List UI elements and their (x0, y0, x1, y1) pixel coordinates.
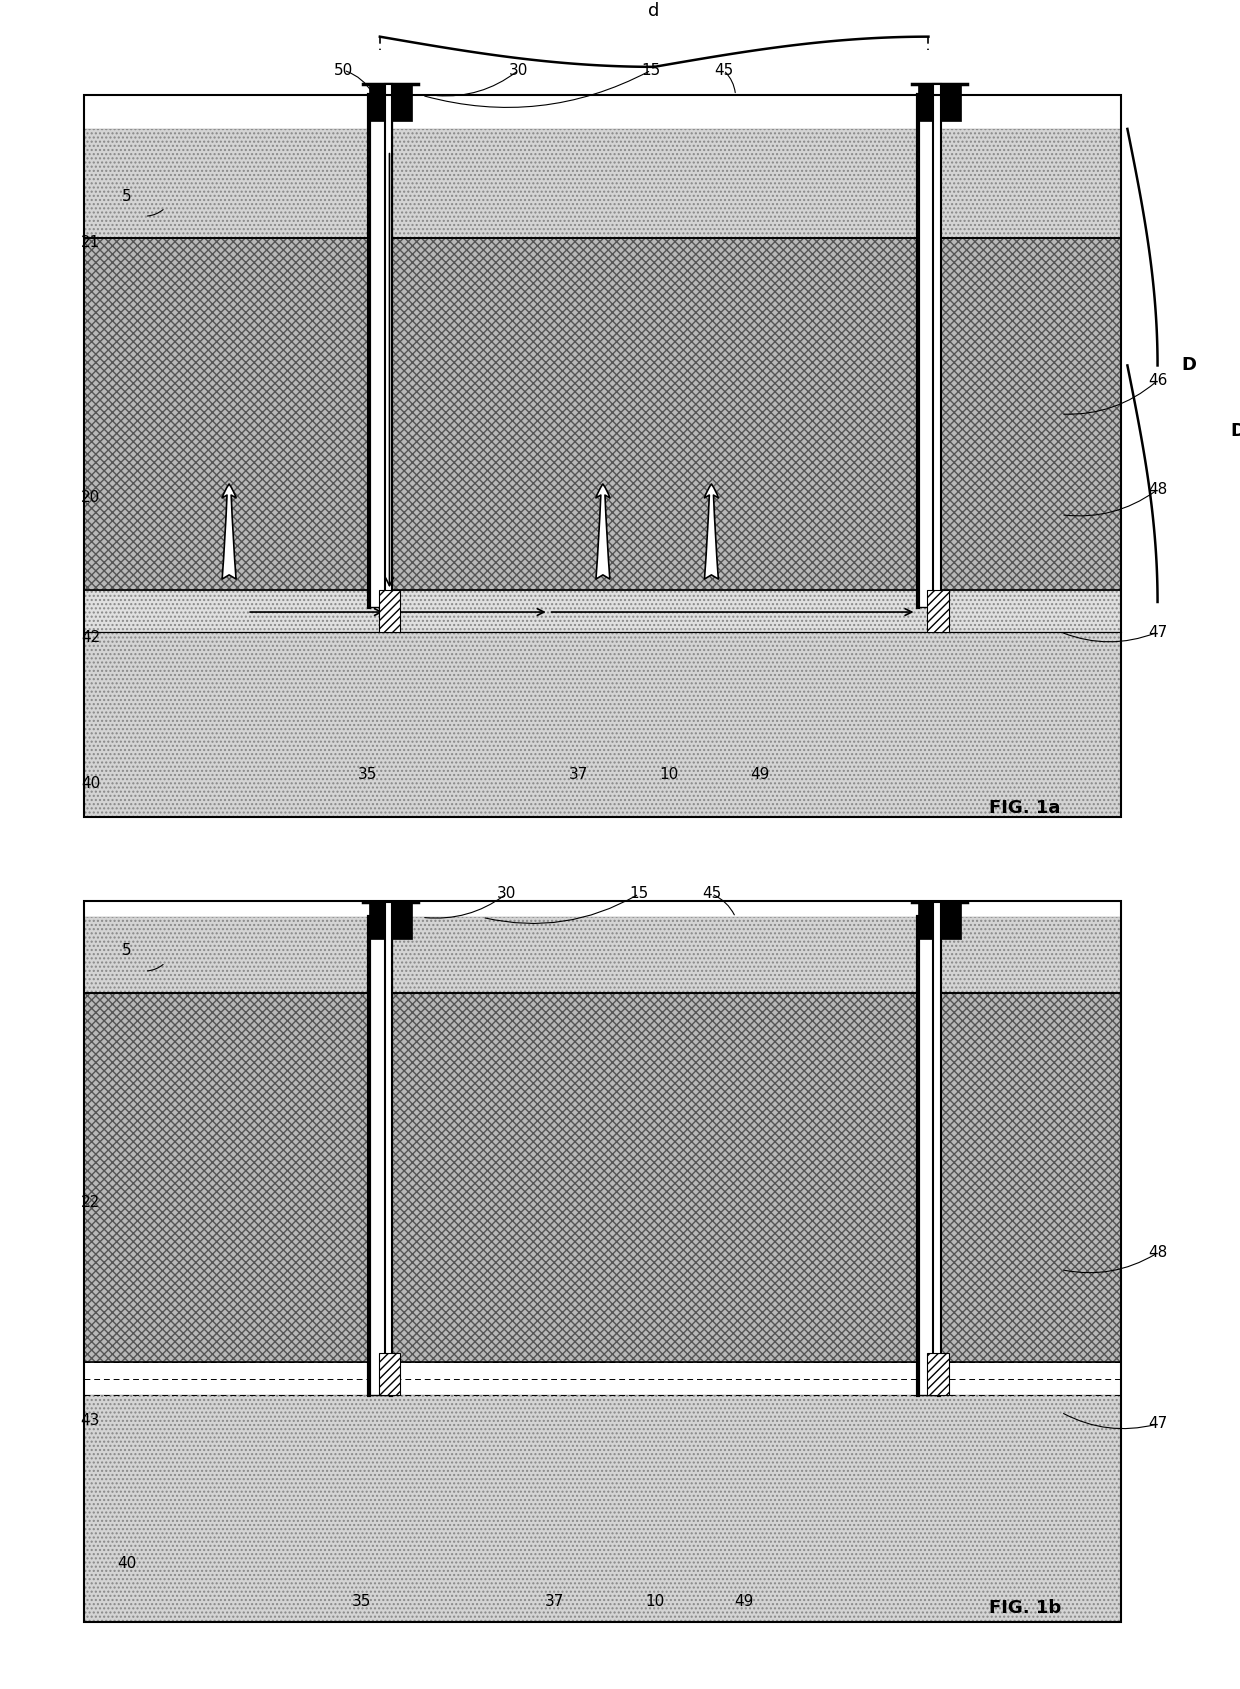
Bar (918, 917, 940, 1395)
Text: 48: 48 (1148, 1245, 1167, 1260)
Bar (918, 84, 961, 120)
Text: FIG. 1b: FIG. 1b (988, 1599, 1061, 1618)
Text: d: d (649, 2, 660, 20)
Bar (934, 902, 940, 1395)
Text: 30: 30 (508, 62, 528, 78)
Text: 37: 37 (544, 1594, 564, 1610)
Text: 46: 46 (1148, 373, 1167, 388)
Text: 30: 30 (497, 887, 516, 902)
Bar (384, 902, 392, 1395)
Text: 45: 45 (702, 887, 720, 902)
Text: 15: 15 (641, 62, 661, 78)
Bar (378, 1353, 401, 1395)
Text: 50: 50 (334, 62, 353, 78)
Text: 21: 21 (81, 235, 100, 250)
Text: 15: 15 (630, 887, 649, 902)
Bar (918, 902, 961, 939)
Bar (84, 589, 1121, 632)
Bar (84, 993, 1121, 1361)
Bar (84, 238, 1121, 589)
Text: D: D (1182, 356, 1197, 375)
Bar (84, 95, 1121, 817)
Bar (928, 589, 949, 632)
Bar (370, 95, 391, 606)
Text: 37: 37 (569, 767, 589, 782)
Text: FIG. 1a: FIG. 1a (990, 799, 1060, 817)
Bar (918, 95, 940, 606)
Bar (84, 128, 1121, 238)
Text: 43: 43 (81, 1414, 100, 1429)
Bar (370, 917, 391, 1395)
Text: 20: 20 (81, 490, 100, 505)
Bar (378, 589, 401, 632)
Text: 49: 49 (734, 1594, 754, 1610)
Bar (370, 84, 413, 120)
Text: 47: 47 (1148, 1417, 1167, 1432)
Text: 22: 22 (81, 1196, 100, 1209)
Text: 49: 49 (750, 767, 769, 782)
Bar (84, 900, 1121, 1621)
Text: 45: 45 (714, 62, 733, 78)
Text: 47: 47 (1148, 625, 1167, 640)
Bar (84, 1395, 1121, 1621)
Bar (928, 1353, 949, 1395)
Text: 40: 40 (81, 775, 100, 790)
Text: 42: 42 (81, 630, 100, 645)
Bar (384, 84, 392, 606)
Bar (934, 84, 940, 606)
Text: 35: 35 (352, 1594, 372, 1610)
Text: 48: 48 (1148, 481, 1167, 497)
Text: 10: 10 (645, 1594, 665, 1610)
Text: 5: 5 (122, 944, 131, 958)
Text: 40: 40 (117, 1556, 136, 1571)
Bar (84, 632, 1121, 817)
Text: 35: 35 (358, 767, 377, 782)
Text: 10: 10 (660, 767, 678, 782)
Bar (84, 917, 1121, 993)
Text: D: D (1230, 422, 1240, 439)
Text: 5: 5 (122, 189, 131, 203)
Bar (370, 902, 413, 939)
